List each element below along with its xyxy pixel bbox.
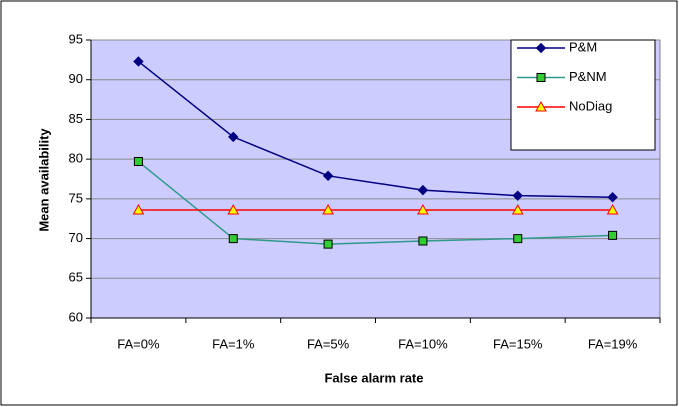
y-tick-label: 70 bbox=[69, 230, 83, 245]
data-point bbox=[133, 56, 144, 67]
legend-marker bbox=[535, 42, 547, 54]
data-point bbox=[418, 236, 428, 246]
data-point bbox=[227, 203, 240, 215]
x-axis-label: False alarm rate bbox=[324, 370, 423, 385]
x-tick-label: FA=1% bbox=[212, 336, 255, 351]
legend-label: P&NM bbox=[569, 69, 607, 84]
legend-marker bbox=[535, 100, 547, 112]
legend bbox=[510, 39, 656, 151]
data-point bbox=[606, 203, 619, 215]
data-point bbox=[228, 234, 238, 244]
data-point bbox=[511, 203, 524, 215]
legend-label: NoDiag bbox=[569, 98, 612, 113]
y-tick-label: 60 bbox=[69, 309, 83, 324]
data-point bbox=[417, 203, 429, 215]
y-tick-label: 75 bbox=[69, 190, 83, 205]
y-tick-label: 80 bbox=[69, 151, 83, 166]
data-point bbox=[133, 157, 143, 167]
data-point bbox=[132, 203, 145, 215]
data-point bbox=[608, 230, 618, 240]
x-tick-label: FA=10% bbox=[398, 336, 448, 351]
y-tick-label: 85 bbox=[69, 111, 83, 126]
series-line bbox=[137, 160, 613, 245]
data-point bbox=[513, 234, 523, 244]
data-point bbox=[323, 239, 333, 249]
data-point bbox=[322, 170, 334, 182]
y-tick-label: 95 bbox=[69, 31, 83, 46]
data-point bbox=[512, 190, 523, 201]
x-tick-label: FA=5% bbox=[307, 336, 350, 351]
legend-marker bbox=[536, 73, 546, 82]
data-point bbox=[607, 192, 618, 203]
series-line bbox=[137, 60, 613, 199]
x-tick-label: FA=0% bbox=[117, 336, 160, 351]
data-point bbox=[228, 131, 239, 143]
y-tick-label: 90 bbox=[69, 71, 83, 86]
y-axis-label: Mean availability bbox=[36, 128, 51, 232]
data-point bbox=[322, 203, 334, 215]
y-tick-label: 65 bbox=[69, 270, 83, 285]
x-tick-label: FA=15% bbox=[493, 336, 543, 351]
data-point bbox=[417, 184, 429, 196]
legend-label: P&M bbox=[569, 39, 597, 54]
x-tick-label: FA=19% bbox=[588, 336, 638, 351]
